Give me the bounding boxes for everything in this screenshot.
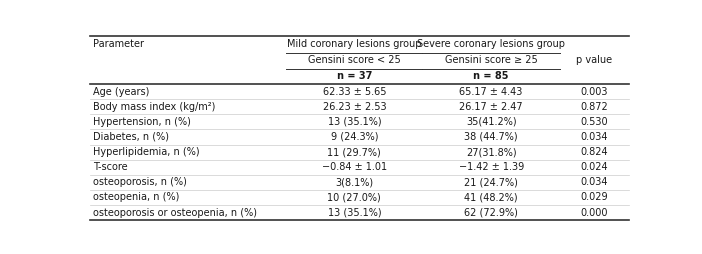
Text: Diabetes, n (%): Diabetes, n (%) — [93, 132, 168, 142]
Text: −1.42 ± 1.39: −1.42 ± 1.39 — [458, 162, 524, 172]
Text: 26.23 ± 2.53: 26.23 ± 2.53 — [322, 102, 386, 112]
Text: 11 (29.7%): 11 (29.7%) — [327, 147, 381, 157]
Text: osteopenia, n (%): osteopenia, n (%) — [93, 193, 179, 202]
Text: 65.17 ± 4.43: 65.17 ± 4.43 — [460, 87, 523, 97]
Text: 0.872: 0.872 — [581, 102, 609, 112]
Text: 10 (27.0%): 10 (27.0%) — [327, 193, 381, 202]
Text: 0.024: 0.024 — [581, 162, 609, 172]
Text: p value: p value — [576, 55, 613, 65]
Text: 0.000: 0.000 — [581, 208, 608, 218]
Text: Gensini score ≥ 25: Gensini score ≥ 25 — [445, 55, 538, 65]
Text: Mild coronary lesions group: Mild coronary lesions group — [287, 39, 422, 49]
Text: 9 (24.3%): 9 (24.3%) — [331, 132, 378, 142]
Text: T-score: T-score — [93, 162, 127, 172]
Text: 0.003: 0.003 — [581, 87, 608, 97]
Text: Hyperlipidemia, n (%): Hyperlipidemia, n (%) — [93, 147, 199, 157]
Text: 0.824: 0.824 — [581, 147, 609, 157]
Text: 62 (72.9%): 62 (72.9%) — [464, 208, 518, 218]
Text: 0.530: 0.530 — [581, 117, 609, 127]
Text: 21 (24.7%): 21 (24.7%) — [464, 177, 518, 187]
Text: n = 85: n = 85 — [473, 71, 509, 81]
Text: 0.034: 0.034 — [581, 177, 608, 187]
Text: Parameter: Parameter — [93, 39, 144, 49]
Text: 0.029: 0.029 — [581, 193, 609, 202]
Text: −0.84 ± 1.01: −0.84 ± 1.01 — [322, 162, 387, 172]
Text: 26.17 ± 2.47: 26.17 ± 2.47 — [459, 102, 523, 112]
Text: 41 (48.2%): 41 (48.2%) — [464, 193, 518, 202]
Text: 35(41.2%): 35(41.2%) — [466, 117, 517, 127]
Text: 13 (35.1%): 13 (35.1%) — [328, 208, 381, 218]
Text: 27(31.8%): 27(31.8%) — [466, 147, 517, 157]
Text: Severe coronary lesions group: Severe coronary lesions group — [417, 39, 565, 49]
Text: Age (years): Age (years) — [93, 87, 149, 97]
Text: 38 (44.7%): 38 (44.7%) — [464, 132, 518, 142]
Text: 0.034: 0.034 — [581, 132, 608, 142]
Text: 62.33 ± 5.65: 62.33 ± 5.65 — [323, 87, 386, 97]
Text: osteoporosis or osteopenia, n (%): osteoporosis or osteopenia, n (%) — [93, 208, 257, 218]
Text: osteoporosis, n (%): osteoporosis, n (%) — [93, 177, 187, 187]
Text: Hypertension, n (%): Hypertension, n (%) — [93, 117, 190, 127]
Text: 13 (35.1%): 13 (35.1%) — [328, 117, 381, 127]
Text: Gensini score < 25: Gensini score < 25 — [308, 55, 401, 65]
Text: Body mass index (kg/m²): Body mass index (kg/m²) — [93, 102, 215, 112]
Text: n = 37: n = 37 — [337, 71, 372, 81]
Text: 3(8.1%): 3(8.1%) — [336, 177, 373, 187]
